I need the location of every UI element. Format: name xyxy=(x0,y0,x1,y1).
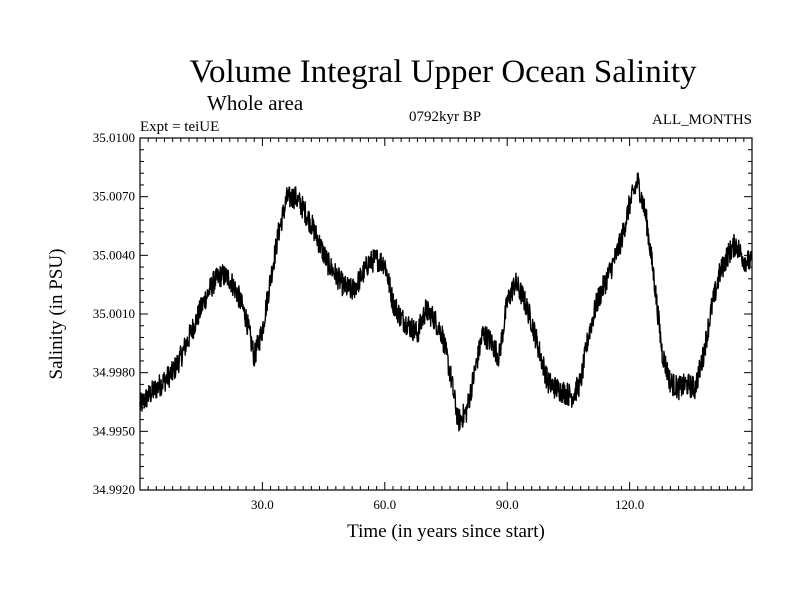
y-tick-label: 34.9980 xyxy=(93,365,135,380)
salinity-series-line xyxy=(139,172,753,432)
y-tick-label: 35.0100 xyxy=(93,130,135,145)
y-tick-label: 35.0010 xyxy=(93,306,135,321)
y-axis-label: Salinity (in PSU) xyxy=(46,249,67,380)
x-tick-label: 30.0 xyxy=(251,497,274,512)
y-tick-label: 35.0070 xyxy=(93,189,135,204)
months-label: ALL_MONTHS xyxy=(652,112,752,128)
chart-subtitle: Whole area xyxy=(207,91,304,115)
y-axis: 34.9920 34.9950 34.9980 35.0010 35.0040 35.00… xyxy=(93,130,752,497)
chart-title: Volume Integral Upper Ocean Salinity xyxy=(189,54,697,90)
y-tick-label: 34.9920 xyxy=(93,482,135,497)
period-label: 0792kyr BP xyxy=(409,109,481,125)
y-tick-label: 35.0040 xyxy=(93,247,135,262)
x-tick-label: 120.0 xyxy=(615,497,644,512)
experiment-label: Expt = teiUE xyxy=(140,119,219,135)
x-tick-label: 90.0 xyxy=(496,497,519,512)
plot-content xyxy=(139,172,753,432)
x-axis: 30.0 60.0 90.0 120.0 xyxy=(147,138,745,512)
y-tick-label: 34.9950 xyxy=(93,423,135,438)
x-axis-label: Time (in years since start) xyxy=(347,521,545,542)
x-tick-label: 60.0 xyxy=(373,497,396,512)
